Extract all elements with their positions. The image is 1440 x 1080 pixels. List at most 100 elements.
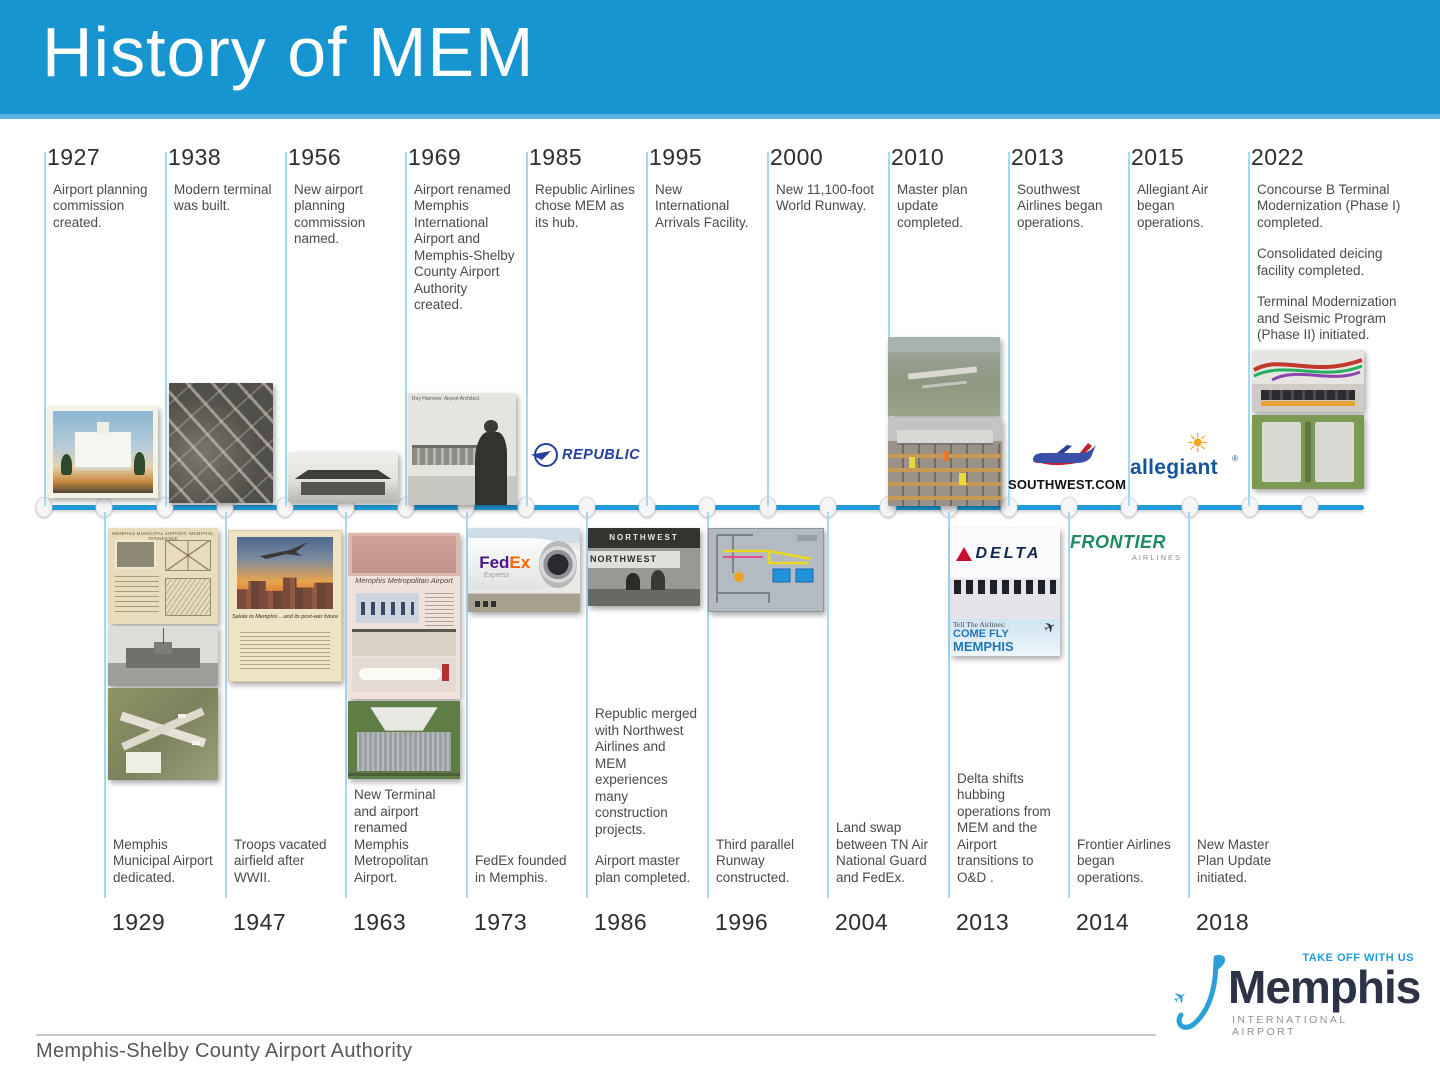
timeline-connector bbox=[225, 512, 227, 898]
memphis-airport-logo: ✈ TAKE OFF WITH US Memphis INTERNATIONAL… bbox=[1172, 950, 1421, 1040]
event-description: Republic Airlines chose MEM as its hub. bbox=[535, 182, 637, 231]
southwest-wordmark: SOUTHWEST.COM bbox=[1008, 477, 1127, 492]
postcard-tree bbox=[134, 452, 145, 475]
parked-plane bbox=[191, 741, 200, 746]
event-description: Frontier Airlines began operations. bbox=[1077, 837, 1179, 886]
republic-goose-icon bbox=[534, 443, 558, 467]
photo-1973-fedex-plane: FedEx Express bbox=[468, 528, 580, 612]
timeline-connector bbox=[1188, 512, 1190, 898]
plane-windows bbox=[954, 579, 1056, 595]
event-text: Airport planning commission created. bbox=[53, 182, 148, 230]
timeline-entry-1956: 1956 New airport planning commission nam… bbox=[285, 144, 398, 506]
event-text: Memphis Municipal Airport dedicated. bbox=[113, 836, 213, 885]
timeline-dot bbox=[1241, 496, 1259, 518]
timeline-connector bbox=[948, 512, 950, 898]
event-description: New 11,100-foot World Runway. bbox=[776, 182, 879, 215]
magazine-text-lines bbox=[425, 592, 455, 626]
year-label: 1973 bbox=[474, 909, 528, 935]
year-label: 2022 bbox=[1251, 144, 1305, 170]
ticket-counter bbox=[588, 588, 700, 606]
document-area-map bbox=[165, 577, 212, 617]
magazine-aerial-band bbox=[352, 536, 456, 573]
poster-plane bbox=[259, 542, 308, 559]
year-label: 2013 bbox=[1011, 144, 1065, 170]
timeline-connector bbox=[586, 512, 588, 898]
diagram-1996-airport-layout bbox=[708, 528, 824, 612]
worker-vest bbox=[942, 451, 949, 462]
timeline-connector bbox=[345, 512, 347, 898]
page-title: History of MEM bbox=[42, 13, 535, 91]
plane-fuselage bbox=[358, 667, 442, 680]
timeline-entry-2022: 2022 Concourse B Terminal Modernization … bbox=[1248, 144, 1410, 506]
postcard-tower bbox=[97, 422, 109, 434]
year-label: 2014 bbox=[1076, 909, 1130, 935]
logo-name: Memphis bbox=[1228, 961, 1421, 1013]
northwest-sign-top: NORTHWEST bbox=[588, 528, 700, 548]
frontier-sub: AIRLINES bbox=[1131, 553, 1182, 562]
terminal-canopy bbox=[294, 470, 392, 479]
photo-1929-aerial-color bbox=[108, 688, 218, 780]
event-text: New Terminal and airport renamed Memphis… bbox=[354, 787, 436, 885]
event-text: Modern terminal was built. bbox=[174, 182, 272, 214]
photo-2010-aerial-runway bbox=[888, 337, 1000, 416]
photo-1956-terminal bbox=[288, 452, 398, 502]
timeline-entry-1996: 1996 Third parallel Runway constructed. bbox=[707, 512, 824, 936]
event-text: Land swap between TN Air National Guard … bbox=[836, 820, 929, 885]
event-description: FedEx founded in Memphis. bbox=[475, 853, 577, 886]
year-label: 2013 bbox=[956, 909, 1010, 935]
document-text-lines bbox=[114, 576, 159, 617]
terminal-white bbox=[125, 752, 161, 773]
year-label: 1929 bbox=[112, 909, 166, 935]
timeline-entry-1963: 1963 New Terminal and airport renamed Me… bbox=[345, 512, 460, 936]
banner-line-2: COME FLY bbox=[953, 628, 1009, 641]
postcard-building bbox=[75, 432, 131, 471]
timeline-entry-1973: 1973 FedEx founded in Memphis. FedEx Exp… bbox=[466, 512, 580, 936]
event-description: Third parallel Runway constructed. bbox=[716, 837, 818, 886]
banner-line-3: MEMPHIS bbox=[953, 639, 1014, 655]
timeline-connector bbox=[707, 512, 709, 898]
year-label: 1969 bbox=[408, 144, 462, 170]
allegiant-logo: ☀ allegiant ® bbox=[1130, 430, 1240, 504]
event-text: Delta shifts hubbing operations from MEM… bbox=[957, 770, 1051, 885]
timeline-connector bbox=[526, 152, 528, 506]
timeline-connector bbox=[466, 512, 468, 898]
timeline-connector bbox=[888, 152, 890, 506]
photo-2013-delta: DELTA Tell The Airlines: COME FLY MEMPHI… bbox=[950, 528, 1060, 656]
parked-plane bbox=[178, 713, 187, 718]
photo-1929-terminal-bw bbox=[108, 626, 218, 686]
year-label: 1963 bbox=[353, 909, 407, 935]
year-label: 1996 bbox=[715, 909, 769, 935]
poster-text-lines bbox=[240, 631, 330, 671]
person-silhouette bbox=[626, 573, 640, 591]
timeline-connector bbox=[44, 152, 46, 506]
timeline-connector bbox=[1128, 152, 1130, 506]
architect-body bbox=[474, 432, 508, 505]
timeline-entry-2010: 2010 Master plan update completed. bbox=[888, 144, 1002, 506]
event-text: Troops vacated airfield after WWII. bbox=[234, 836, 327, 885]
event-description: New Master Plan Update initiated. bbox=[1197, 837, 1299, 886]
person-silhouette bbox=[650, 570, 666, 591]
timeline-entry-1995: 1995 New International Arrivals Facility… bbox=[646, 144, 759, 506]
southwest-plane-icon bbox=[1033, 443, 1096, 466]
year-label: 1927 bbox=[47, 144, 101, 170]
aerial-taxiway-strip bbox=[921, 380, 967, 389]
event-description: Delta shifts hubbing operations from MEM… bbox=[957, 771, 1059, 886]
poster-title: Salute to Memphis ...and its post-war fu… bbox=[231, 613, 339, 620]
year-label: 2010 bbox=[891, 144, 945, 170]
year-label: 1986 bbox=[594, 909, 648, 935]
timeline-entry-2004: 2004 Land swap between TN Air National G… bbox=[827, 512, 940, 936]
timeline-connector bbox=[405, 152, 407, 506]
event-text: Allegiant Air began operations. bbox=[1137, 182, 1209, 230]
delta-wordmark: DELTA bbox=[975, 544, 1042, 562]
come-fly-memphis-banner: Tell The Airlines: COME FLY MEMPHIS ✈ bbox=[950, 617, 1060, 656]
construction-terminal bbox=[897, 430, 993, 445]
event-text: Terminal Modernization and Seismic Progr… bbox=[1257, 294, 1397, 343]
timeline-entry-2018: 2018 New Master Plan Update initiated. bbox=[1188, 512, 1300, 936]
timeline-dot bbox=[156, 496, 174, 518]
delta-widget-icon bbox=[955, 546, 972, 561]
event-description: Memphis Municipal Airport dedicated. bbox=[113, 837, 216, 886]
event-text: Consolidated deicing facility completed. bbox=[1257, 246, 1383, 278]
timeline-connector bbox=[767, 152, 769, 506]
postcard-tree bbox=[61, 453, 72, 475]
